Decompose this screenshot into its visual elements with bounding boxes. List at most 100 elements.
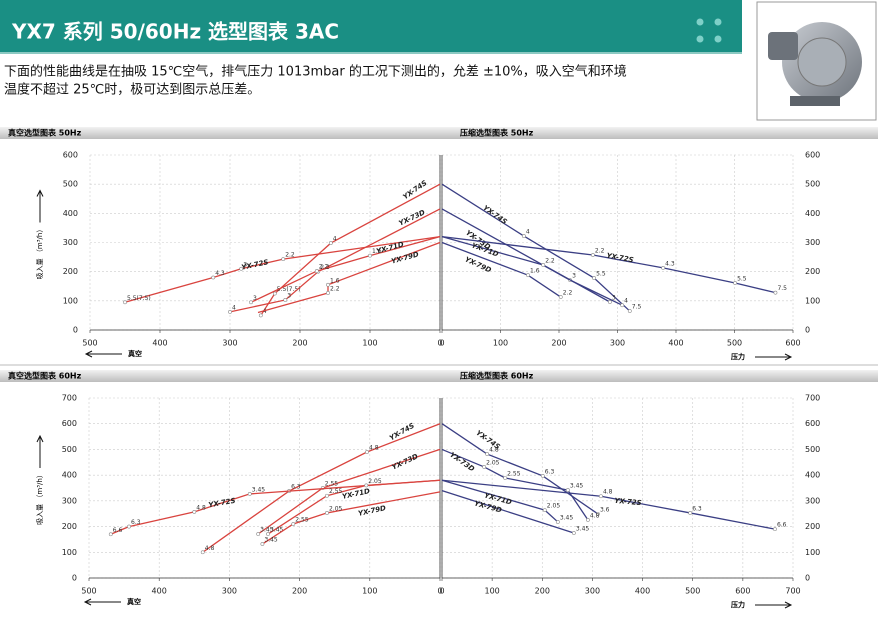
curve-name: YX-74S bbox=[482, 204, 509, 226]
point-marker bbox=[571, 531, 576, 535]
x-tick-label: 200 bbox=[535, 587, 550, 596]
x-tick-label: 500 bbox=[685, 587, 700, 596]
arrow bbox=[36, 434, 44, 468]
y-tick-label: 500 bbox=[62, 445, 77, 454]
point-label: 3 bbox=[572, 273, 576, 280]
x-tick-label: 600 bbox=[785, 339, 800, 348]
point-marker bbox=[364, 483, 369, 488]
point-marker bbox=[108, 532, 113, 537]
point-marker bbox=[211, 275, 216, 280]
point-label: 4.3 bbox=[665, 260, 675, 267]
x-tick-label: 300 bbox=[585, 587, 600, 596]
point-marker bbox=[228, 310, 232, 314]
point-label: 4.8 bbox=[489, 447, 499, 454]
y-tick-label: 0 bbox=[72, 574, 77, 583]
point-marker bbox=[565, 488, 570, 492]
point-marker bbox=[522, 234, 526, 238]
point-label: 3 bbox=[243, 261, 247, 268]
point-marker bbox=[247, 492, 252, 496]
point-marker bbox=[541, 263, 546, 267]
x-tick-label: 300 bbox=[610, 339, 625, 348]
point-label: 4 bbox=[263, 308, 267, 315]
x-tick-label: 400 bbox=[152, 339, 167, 348]
x-tick-label: 0 bbox=[437, 339, 442, 348]
point-marker bbox=[485, 452, 490, 456]
point-label: 2.55 bbox=[325, 481, 339, 488]
y-axis-title: 吸入量 （m³/h） bbox=[36, 226, 44, 280]
x-tick-label: 200 bbox=[292, 587, 307, 596]
point-label: 4.8 bbox=[205, 545, 215, 552]
point-label: 2.55 bbox=[295, 517, 309, 524]
x-tick-label: 300 bbox=[222, 587, 237, 596]
curve-name: YX-71D bbox=[341, 487, 370, 501]
x-tick-label: 100 bbox=[485, 587, 500, 596]
point-label: 2.2 bbox=[595, 248, 605, 255]
x-tick-label: 0 bbox=[439, 587, 444, 596]
x-tick-label: 100 bbox=[362, 587, 377, 596]
point-label: 3.45 bbox=[576, 526, 590, 533]
point-label: 4 bbox=[624, 298, 628, 305]
point-label: 3.45 bbox=[270, 527, 284, 534]
y-axis-title: 吸入量 （m³/h） bbox=[36, 471, 44, 525]
point-marker bbox=[291, 522, 296, 526]
x-axis-title: 压力 bbox=[731, 600, 745, 609]
point-marker bbox=[326, 291, 330, 295]
point-label: 4.8 bbox=[603, 489, 613, 496]
x-axis-title: 压力 bbox=[731, 352, 745, 361]
y-tick-label: 700 bbox=[805, 394, 820, 403]
x-tick-label: 500 bbox=[727, 339, 742, 348]
point-label: 2.2 bbox=[285, 252, 295, 259]
point-marker bbox=[555, 520, 560, 524]
y-tick-label: 200 bbox=[805, 267, 820, 276]
curve bbox=[229, 208, 441, 313]
y-tick-label: 600 bbox=[62, 419, 77, 428]
point-label: 2.05 bbox=[329, 505, 343, 512]
curve bbox=[202, 423, 441, 553]
point-marker bbox=[607, 300, 612, 304]
curve bbox=[441, 489, 575, 534]
point-marker bbox=[258, 313, 263, 318]
section-strip bbox=[0, 370, 878, 382]
point-label: 1.6 bbox=[372, 248, 382, 255]
chart-title: 真空选型图表 60Hz bbox=[8, 371, 82, 381]
y-tick-label: 700 bbox=[62, 394, 77, 403]
y-tick-label: 400 bbox=[805, 209, 820, 218]
header-bar bbox=[0, 0, 742, 52]
curve-name: YX-72S bbox=[614, 497, 642, 507]
point-marker bbox=[586, 517, 590, 522]
point-marker bbox=[249, 300, 253, 305]
intro-text: 温度不超过 25℃时，极可达到图示总压差。 bbox=[4, 82, 260, 98]
curve-name: YX-73D bbox=[391, 452, 420, 471]
point-label: 2.2 bbox=[320, 264, 330, 271]
curve-name: YX-72S bbox=[208, 497, 236, 510]
point-marker bbox=[239, 266, 244, 271]
y-tick-label: 400 bbox=[805, 471, 820, 480]
y-tick-label: 200 bbox=[62, 522, 77, 531]
point-marker bbox=[256, 532, 261, 536]
point-label: 4 bbox=[232, 304, 236, 311]
point-marker bbox=[596, 512, 600, 516]
y-tick-label: 300 bbox=[805, 496, 820, 505]
curve bbox=[260, 183, 441, 316]
y-tick-label: 400 bbox=[63, 209, 78, 218]
curve bbox=[250, 236, 441, 303]
y-tick-label: 400 bbox=[62, 471, 77, 480]
point-label: 3.45 bbox=[260, 527, 274, 534]
point-marker bbox=[260, 542, 265, 546]
point-label: 3 bbox=[253, 295, 257, 302]
arrow bbox=[755, 601, 793, 609]
point-label: 4 bbox=[333, 236, 337, 243]
x-tick-label: 200 bbox=[292, 339, 307, 348]
point-marker bbox=[733, 281, 737, 285]
point-label: 3.45 bbox=[252, 486, 266, 493]
point-label: 5.5(7.5) bbox=[127, 295, 151, 302]
point-marker bbox=[325, 493, 329, 498]
point-label: 3.45 bbox=[560, 514, 574, 521]
point-label: 3.45 bbox=[264, 537, 278, 544]
chart-title: 压缩选型图表 60Hz bbox=[460, 371, 534, 381]
y-tick-label: 600 bbox=[805, 151, 820, 160]
x-tick-label: 600 bbox=[735, 587, 750, 596]
point-marker bbox=[365, 450, 369, 454]
point-marker bbox=[314, 269, 319, 273]
